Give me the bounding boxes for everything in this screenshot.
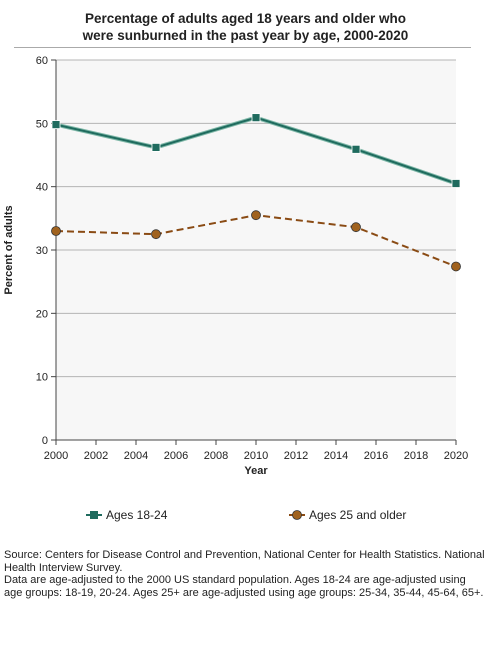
data-point [351,222,361,233]
data-point [51,226,61,236]
data-point [51,120,61,129]
source-note: Source: Centers for Disease Control and … [4,549,485,574]
method-note: Data are age-adjusted to the 2000 US sta… [4,574,484,599]
x-tick-label: 2010 [244,450,268,462]
x-tick-label: 2002 [84,450,108,462]
legend-marker-square [90,511,98,519]
legend: Ages 18-24 Ages 25 and older [86,508,406,522]
y-tick-label: 60 [36,55,48,67]
x-tick-label: 2012 [284,450,308,462]
y-axis-label: Percent of adults [3,205,15,294]
x-tick-label: 2000 [44,450,68,462]
data-point [251,113,261,123]
x-tick-label: 2004 [124,450,148,462]
legend-item-2: Ages 25 and older [289,508,406,522]
x-tick-label: 2008 [204,450,228,462]
chart-title-line-2: were sunburned in the past year by age, … [82,28,409,43]
chart-title-line-1: Percentage of adults aged 18 years and o… [84,11,407,26]
x-tick-label: 2014 [324,450,348,462]
x-tick-label: 2020 [444,450,468,462]
data-point [451,261,461,272]
y-tick-label: 30 [36,245,48,257]
x-tick-label: 2016 [364,450,388,462]
y-tick-label: 10 [36,372,48,384]
y-tick-label: 40 [36,182,48,194]
x-tick-label: 2006 [164,450,188,462]
legend-label: Ages 25 and older [309,508,406,522]
gridlines [56,59,456,378]
legend-item-1: Ages 18-24 [86,508,168,522]
x-axis: 2000 2002 2004 2006 2008 2010 2012 2014 2016 2018… [44,439,468,462]
chart-title: Percentage of adults aged 18 years and o… [0,10,491,44]
x-tick-label: 2018 [404,450,428,462]
series-1 [51,113,461,188]
y-tick-label: 50 [36,118,48,130]
legend-label: Ages 18-24 [106,508,168,522]
footnote: Source: Centers for Disease Control and … [4,549,487,599]
legend-marker-circle [292,510,302,520]
title-divider [14,47,471,48]
data-point [251,210,261,221]
data-point [451,179,461,188]
series-2 [51,210,461,272]
y-axis: 0 10 20 30 40 50 60 [36,55,57,447]
data-point [151,229,161,240]
series-layer [51,113,461,272]
data-point [151,142,161,152]
data-point [351,144,361,154]
y-tick-label: 20 [36,308,48,320]
y-tick-label: 0 [42,435,48,447]
x-axis-label: Year [244,465,268,477]
